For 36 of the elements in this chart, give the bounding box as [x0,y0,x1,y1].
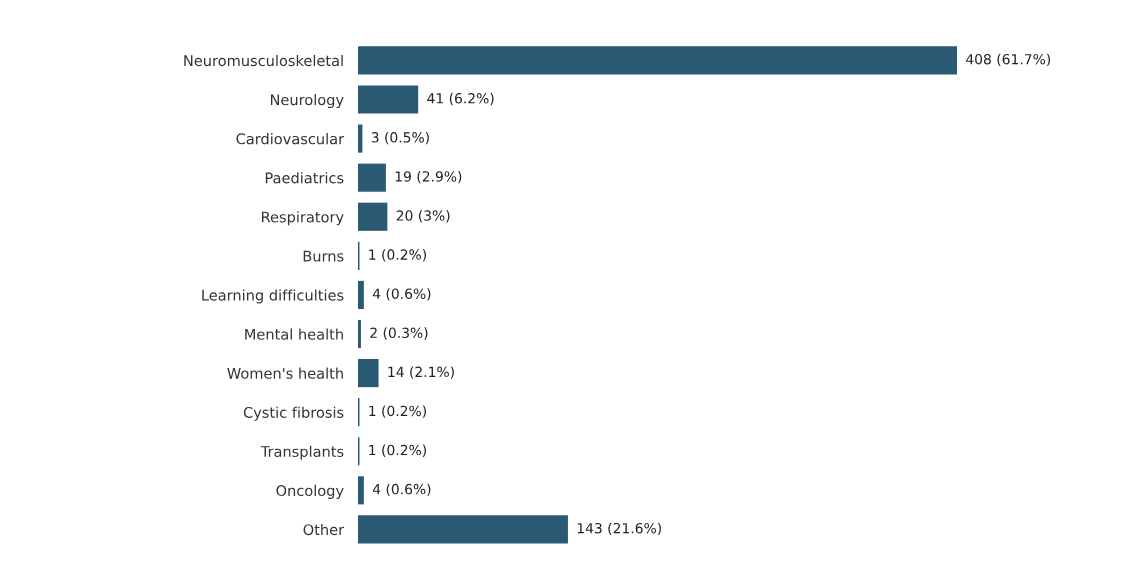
data-label: 3 (0.5%) [371,131,429,145]
data-label: 20 (3%) [396,210,450,223]
data-label: 41 (6.2%) [427,92,494,106]
bar [358,476,364,505]
data-label: 143 (21.6%) [577,522,661,536]
data-label: 14 (2.1%) [388,366,454,379]
data-label: 1 (0.2%) [369,249,426,262]
data-label: 1 (0.2%) [369,405,426,418]
y-tick-label: Learning difficulties [202,289,344,304]
bar [358,515,568,544]
y-tick-label: Women's health [227,367,343,379]
y-tick-label: Oncology [276,484,344,499]
bar [358,46,957,75]
data-label: 2 (0.3%) [370,327,428,340]
data-label: 19 (2.9%) [395,170,462,184]
bar [358,280,364,309]
y-tick-label: Neurology [270,93,344,109]
bar [358,124,363,153]
y-tick-label: Respiratory [261,211,344,226]
data-label: 1 (0.2%) [369,444,426,457]
bar [358,85,419,114]
y-tick-label: Paediatrics [265,172,344,184]
data-label: 408 (61.7%) [966,53,1051,67]
bar [358,202,388,231]
data-label: 4 (0.6%) [372,483,431,496]
y-tick-label: Transplants [260,445,344,460]
y-tick-label: Cystic fibrosis [243,406,344,421]
bar [358,359,379,388]
bar [358,163,386,192]
data-label: 4 (0.6%) [372,288,431,301]
y-tick-label: Mental health [245,328,343,340]
y-tick-label: Other [303,523,345,536]
y-tick-label: Cardiovascular [236,133,345,145]
bar [358,319,361,349]
y-tick-label: Burns [303,250,344,262]
y-tick-label: Neuromusculoskeletal [184,54,343,67]
